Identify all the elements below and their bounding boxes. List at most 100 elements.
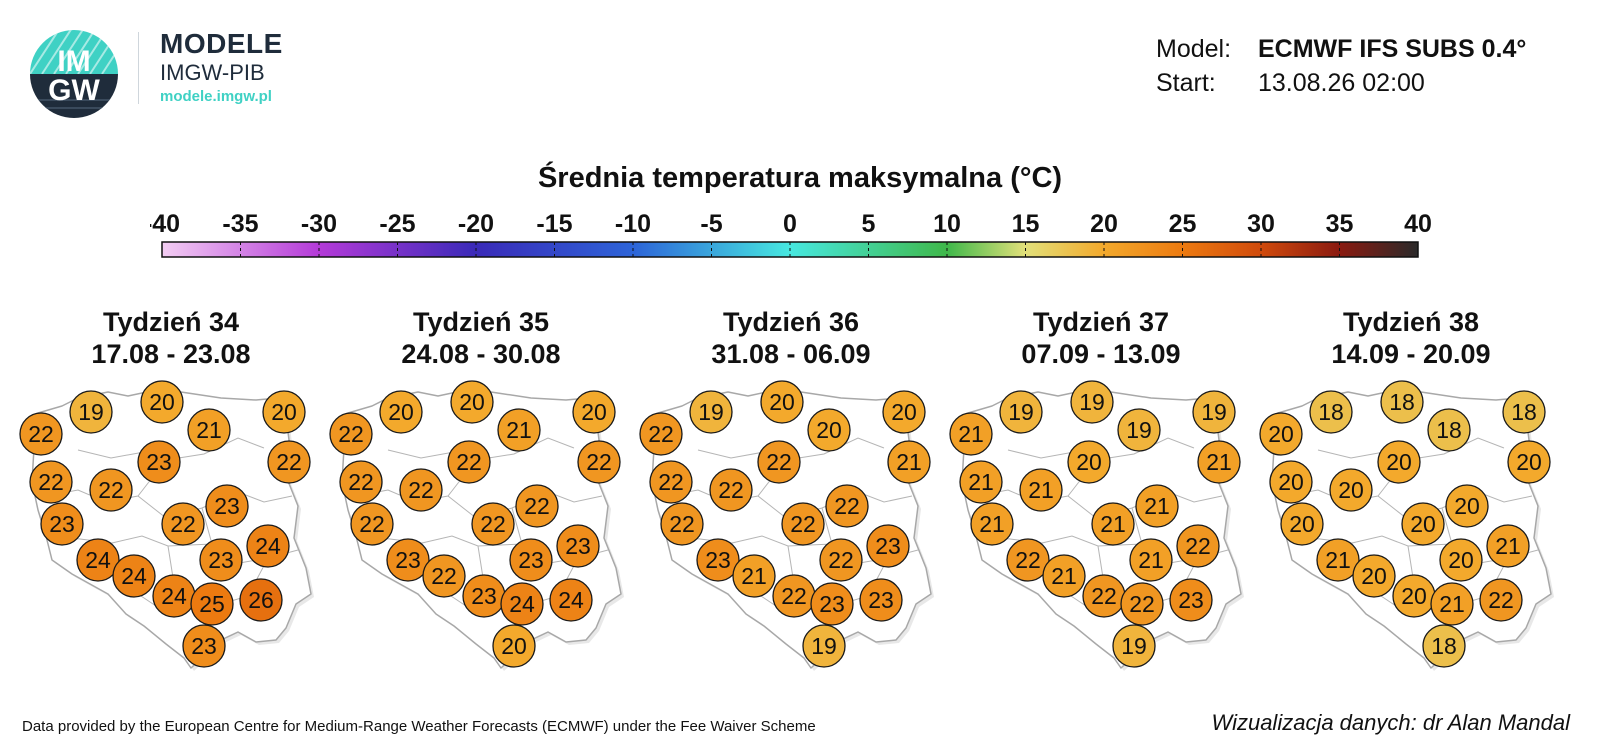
logo-org: IMGW-PIB [160,60,265,85]
logo-divider [138,32,139,104]
temperature-marker: 21 [887,440,931,484]
temperature-value: 18 [1318,399,1344,425]
temperature-circle [1380,380,1424,424]
temperature-marker: 19 [802,624,846,668]
temperature-value: 21 [1144,493,1170,519]
temperature-value: 20 [1361,563,1387,589]
temperature-value: 22 [456,449,482,475]
start-value: 13.08.26 02:00 [1258,69,1425,97]
temperature-value: 22 [524,493,550,519]
temperature-value: 19 [698,399,724,425]
temperature-circle [76,538,120,582]
temperature-value: 21 [1439,591,1465,617]
temperature-circle [500,582,544,626]
temperature-value: 20 [1454,493,1480,519]
temperature-circle [205,484,249,528]
temperature-marker: 22 [649,460,693,504]
temperature-marker: 24 [246,524,290,568]
temperature-value: 23 [471,583,497,609]
temperature-circle [1112,624,1156,668]
temperature-circle [399,468,443,512]
temperature-value: 22 [834,493,860,519]
poland-map: 19 20 20 22 20 22 21 22 22 22 22 22 23 23 22 21 22 23 23 19 [639,380,934,671]
temperature-marker: 24 [152,574,196,618]
week-title: Tydzień 38 [1342,307,1480,337]
temperature-value: 20 [149,389,175,415]
temperature-value: 24 [509,591,535,617]
temperature-circle [182,624,226,668]
model-value: ECMWF IFS SUBS 0.4° [1258,35,1527,63]
temperature-circle [1006,538,1050,582]
logo-url[interactable]: modele.imgw.pl [160,88,272,105]
temperature-marker: 23 [205,484,249,528]
temperature-marker: 22 [19,412,63,456]
temperature-value: 23 [191,633,217,659]
temperature-value: 20 [459,389,485,415]
temperature-value: 22 [1185,533,1211,559]
temperature-marker: 22 [819,538,863,582]
temperature-value: 23 [146,449,172,475]
poland-map: 19 19 19 21 19 20 21 21 21 21 21 21 22 22 21 21 22 22 23 19 [949,380,1244,671]
temperature-marker: 21 [1430,582,1474,626]
week-date-range: 31.08 - 06.09 [711,339,871,369]
visualization-credit: Wizualizacja danych: dr Alan Mandal [1211,710,1571,735]
temperature-circle [866,524,910,568]
temperature-marker: 25 [190,582,234,626]
temperature-marker: 22 [825,484,869,528]
temperature-marker: 22 [1082,574,1126,618]
temperature-marker: 23 [40,502,84,546]
temperature-circle [825,484,869,528]
temperature-marker: 21 [1042,554,1086,598]
temperature-marker: 21 [732,554,776,598]
temperature-marker: 20 [882,390,926,434]
temperature-marker: 19 [69,390,113,434]
temperature-value: 21 [1325,547,1351,573]
temperature-value: 23 [868,587,894,613]
temperature-circle [1120,582,1164,626]
temperature-value: 19 [1126,417,1152,443]
scale-tick-label: 15 [1012,210,1040,238]
temperature-circle [187,408,231,452]
temperature-marker: 20 [1392,574,1436,618]
temperature-circle [450,380,494,424]
temperature-circle [246,524,290,568]
temperature-value: 22 [766,449,792,475]
scale-tick-label: 20 [1090,210,1118,238]
temperature-value: 22 [781,583,807,609]
imgw-logo: IM GW MODELE IMGW-PIB modele.imgw.pl [28,28,298,118]
temperature-marker: 20 [492,624,536,668]
temperature-circle [262,390,306,434]
temperature-marker: 22 [161,502,205,546]
scale-tick-label: -20 [458,210,494,238]
temperature-circle [1502,390,1546,434]
temperature-value: 22 [431,563,457,589]
temperature-marker: 20 [1067,440,1111,484]
temperature-circle [709,468,753,512]
temperature-circle [1427,408,1471,452]
temperature-marker: 22 [660,502,704,546]
temperature-circle [199,538,243,582]
temperature-circle [329,412,373,456]
temperature-circle [29,460,73,504]
temperature-marker: 21 [1019,468,1063,512]
temperature-circle [515,484,559,528]
temperature-circle [887,440,931,484]
temperature-value: 25 [199,591,225,617]
temperature-marker: 22 [757,440,801,484]
temperature-value: 20 [388,399,414,425]
temperature-marker: 22 [422,554,466,598]
temperature-circle [1280,502,1324,546]
temperature-marker: 19 [999,390,1043,434]
temperature-value: 21 [958,421,984,447]
temperature-marker: 23 [810,582,854,626]
temperature-circle [1316,538,1360,582]
logo-name: MODELE [160,28,283,59]
temperature-value: 23 [208,547,234,573]
temperature-marker: 21 [1486,524,1530,568]
temperature-circle [819,538,863,582]
temperature-value: 22 [828,547,854,573]
temperature-value: 20 [501,633,527,659]
temperature-circle [1486,524,1530,568]
temperature-marker: 20 [140,380,184,424]
